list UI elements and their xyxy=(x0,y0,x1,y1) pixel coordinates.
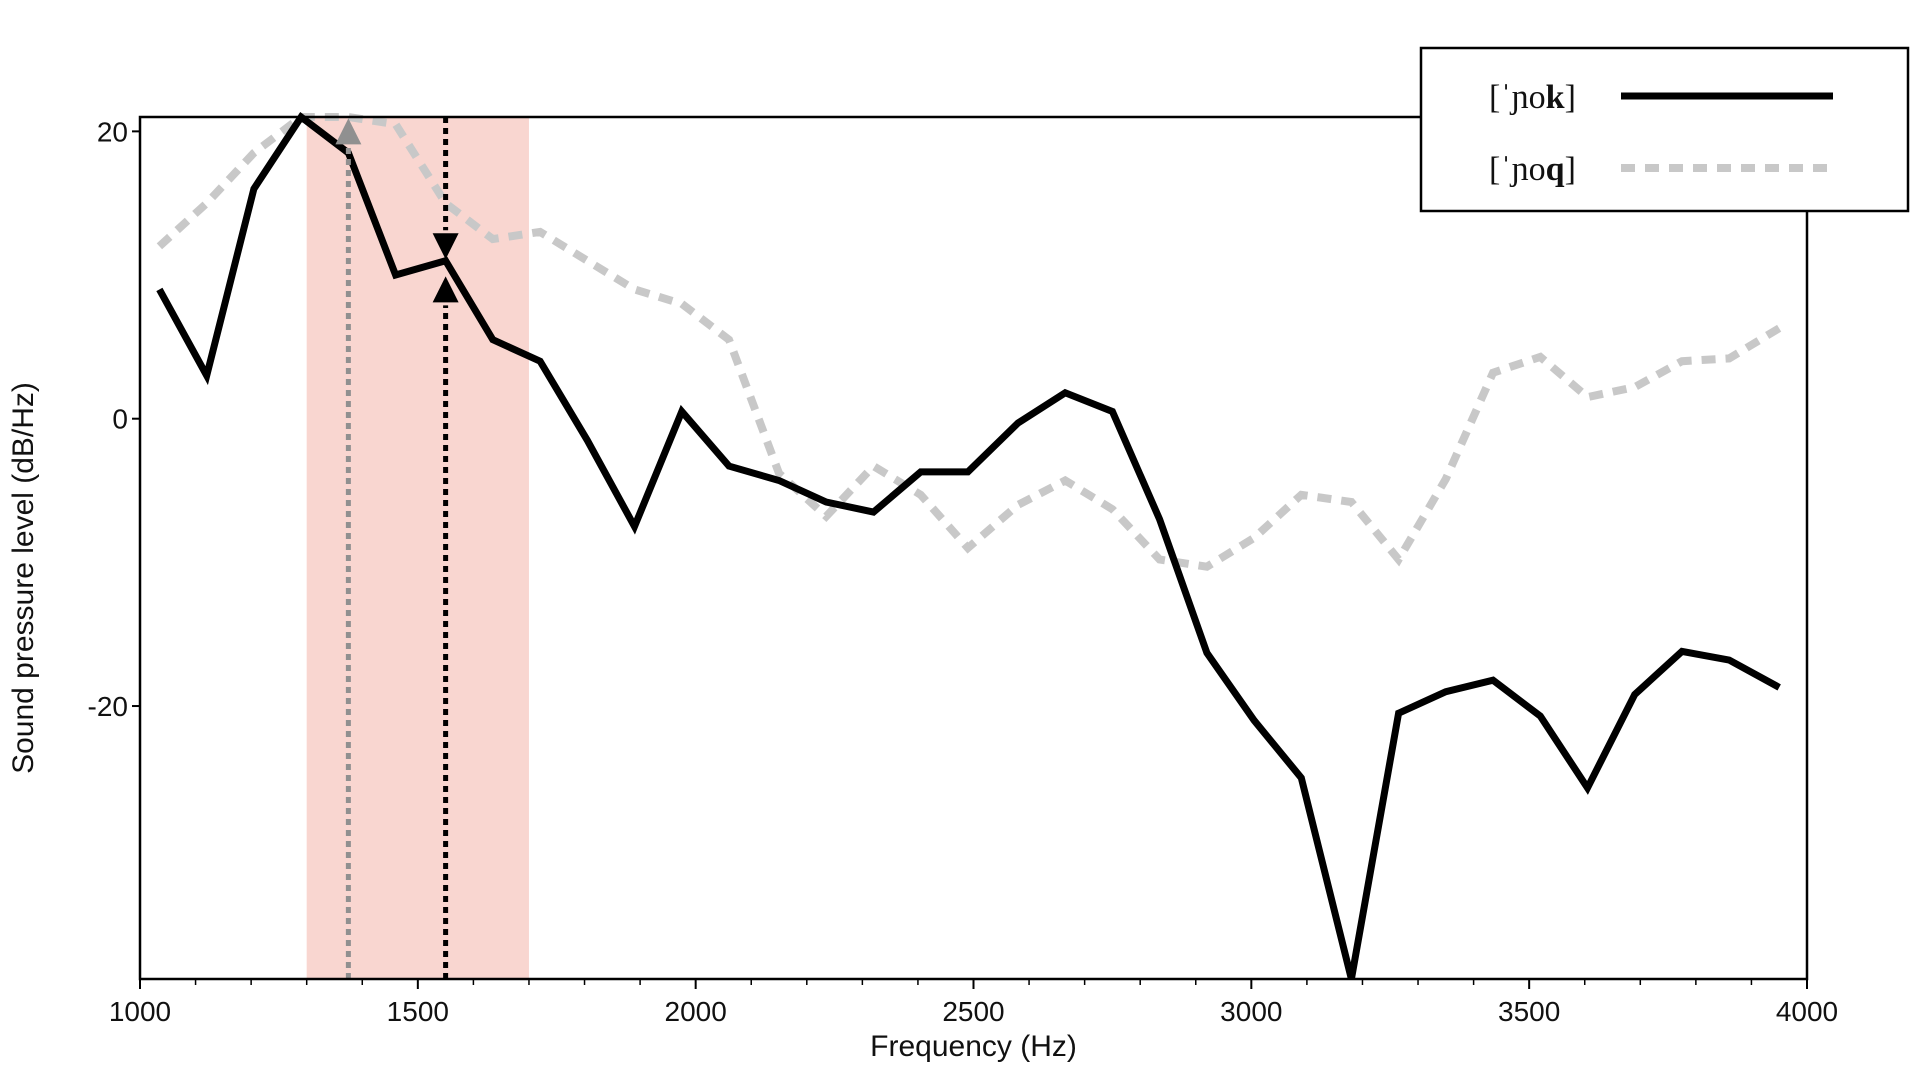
y-tick-label: 0 xyxy=(112,404,128,435)
y-tick-label: -20 xyxy=(88,691,128,722)
legend-label-plain: [ˈɲo xyxy=(1489,151,1546,188)
nok-peak-marker-top-triangle xyxy=(432,233,459,260)
noq-peak-marker-triangle xyxy=(335,118,362,145)
legend-box xyxy=(1419,46,1910,213)
legend-label-bold: q xyxy=(1546,151,1565,188)
series-layer xyxy=(156,111,1782,980)
legend-label-close: ] xyxy=(1565,151,1576,188)
nok-peak-marker-bottom-triangle xyxy=(432,276,459,303)
x-tick-label: 3000 xyxy=(1220,996,1282,1027)
highlight-band-layer xyxy=(306,117,529,979)
x-axis-label: Frequency (Hz) xyxy=(870,1030,1077,1063)
tick-layer: 1000 1500 2000 2500 3000 3500 4000 20 0 -20 xyxy=(88,116,1839,1027)
series-line-2 xyxy=(156,113,1782,571)
legend-label-1: [ˈɲok] xyxy=(1489,79,1576,116)
marker-layer xyxy=(335,117,459,979)
x-tick-label: 2500 xyxy=(942,996,1004,1027)
legend: [ˈɲok][ˈɲoq] xyxy=(1419,46,1910,213)
x-tick-label: 1000 xyxy=(109,996,171,1027)
x-tick-label: 3500 xyxy=(1498,996,1560,1027)
legend-label-2: [ˈɲoq] xyxy=(1489,151,1576,188)
x-tick-label: 1500 xyxy=(387,996,449,1027)
y-axis-label: Sound pressure level (dB/Hz) xyxy=(7,382,40,774)
y-tick-label: 20 xyxy=(97,116,128,147)
legend-label-bold: k xyxy=(1546,79,1565,116)
x-tick-label: 2000 xyxy=(665,996,727,1027)
series-line-1 xyxy=(156,111,1781,980)
x-tick-label: 4000 xyxy=(1776,996,1838,1027)
legend-label-plain: [ˈɲo xyxy=(1489,79,1546,116)
legend-label-close: ] xyxy=(1565,79,1576,116)
highlight-band xyxy=(306,117,529,979)
